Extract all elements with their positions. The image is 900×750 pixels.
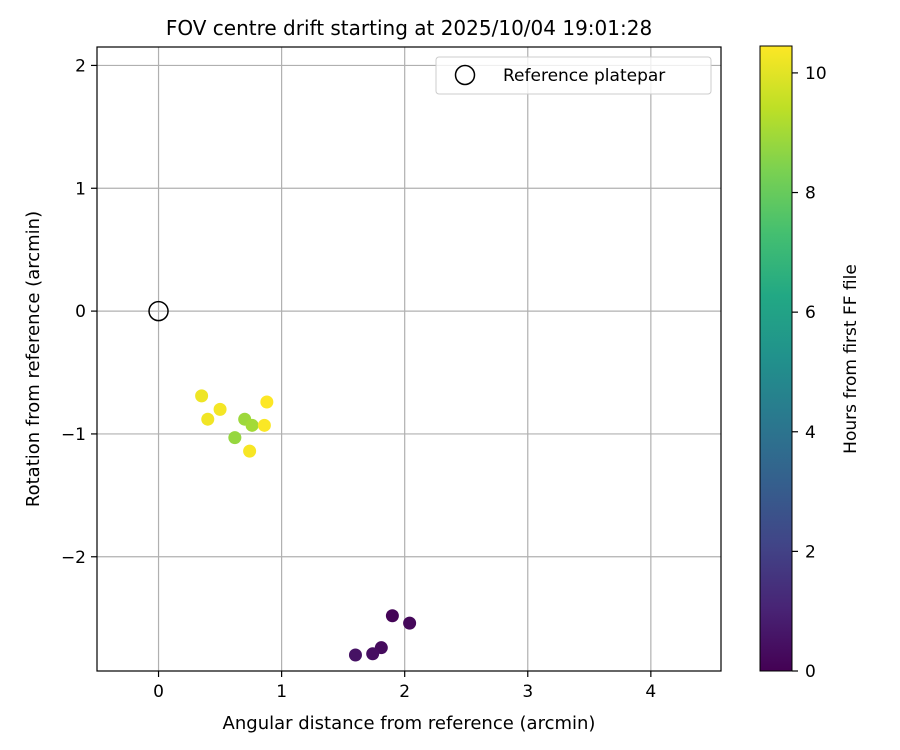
data-point-8	[195, 389, 209, 403]
x-tick-label: 1	[276, 682, 287, 702]
y-tick-label: 0	[75, 302, 86, 322]
grid	[97, 47, 721, 671]
x-tick-label: 4	[645, 682, 656, 702]
y-axis-label: Rotation from reference (arcmin)	[23, 211, 44, 507]
data-point-9	[201, 412, 215, 426]
data-point-7	[245, 418, 259, 432]
colorbar-label: Hours from first FF file	[841, 264, 861, 454]
colorbar-tick-label: 10	[805, 64, 827, 84]
legend-entry-reference: Reference platepar	[503, 66, 665, 86]
x-axis-label: Angular distance from reference (arcmin)	[223, 713, 596, 734]
data-point-10	[213, 402, 227, 416]
scatter-points	[148, 300, 417, 662]
legend: Reference platepar	[435, 56, 712, 95]
data-point-11	[243, 444, 257, 458]
y-tick-label: 2	[75, 56, 86, 76]
data-point-0	[385, 609, 399, 623]
x-tick-label: 3	[522, 682, 533, 702]
colorbar-tick-label: 0	[805, 662, 816, 682]
reference-platepar-marker	[148, 300, 169, 322]
data-point-13	[260, 395, 274, 409]
y-tick-label: −1	[61, 425, 86, 445]
colorbar-tick-label: 4	[805, 423, 816, 443]
colorbar-ticks: 0 2 4 6 8 10	[792, 64, 827, 682]
data-point-12	[257, 418, 271, 432]
data-point-1	[403, 616, 417, 630]
y-tick-label: 1	[75, 179, 86, 199]
data-point-3	[366, 647, 380, 661]
x-tick-label: 0	[153, 682, 164, 702]
y-tick-label: −2	[61, 548, 86, 568]
axis-ticks: 0 1 2 3 4 −2 −1 0 1 2	[61, 56, 656, 702]
chart-title: FOV centre drift starting at 2025/10/04 …	[166, 16, 652, 40]
data-point-5	[228, 431, 242, 445]
data-point-4	[348, 648, 362, 662]
legend-marker-circle	[454, 64, 476, 86]
colorbar-tick-label: 8	[805, 184, 816, 204]
colorbar-tick-label: 6	[805, 303, 816, 323]
plot-frame	[96, 46, 722, 672]
colorbar	[759, 45, 793, 672]
x-tick-label: 2	[399, 682, 410, 702]
legend-box	[435, 56, 712, 95]
colorbar-tick-label: 2	[805, 542, 816, 562]
